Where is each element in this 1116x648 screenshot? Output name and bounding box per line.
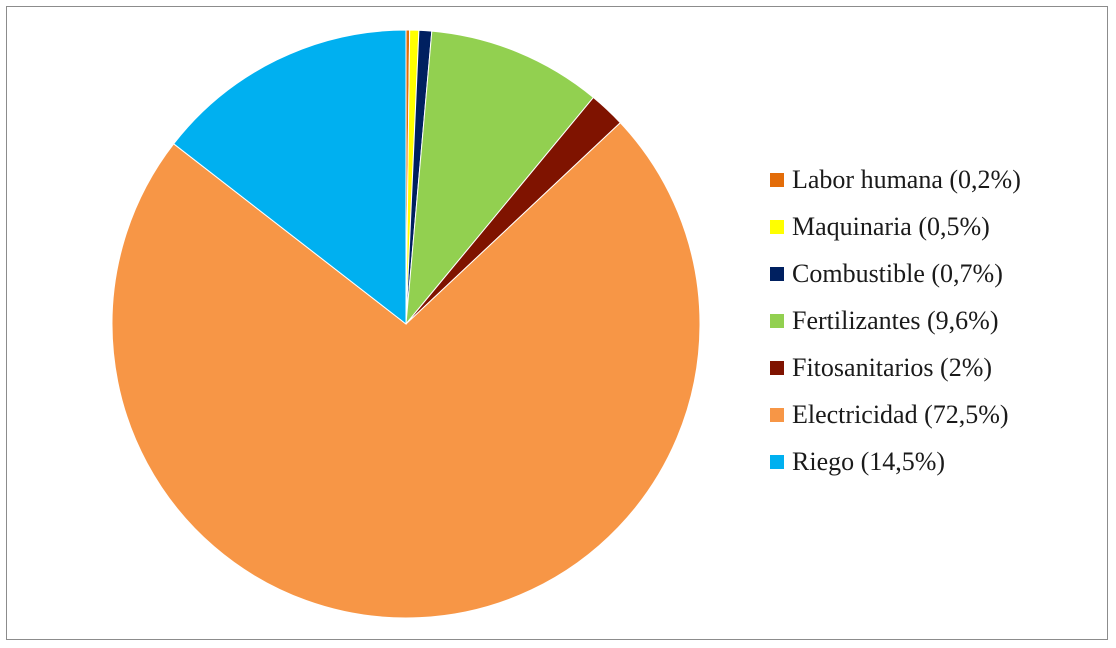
legend-swatch: [770, 313, 784, 328]
chart-legend: Labor humana (0,2%) Maquinaria (0,5%) Co…: [770, 156, 1021, 485]
legend-item-fertilizantes: Fertilizantes (9,6%): [770, 297, 1021, 344]
legend-swatch: [770, 454, 784, 469]
legend-label: Fertilizantes (9,6%): [792, 305, 999, 335]
legend-label: Maquinaria (0,5%): [792, 211, 990, 241]
legend-label: Electricidad (72,5%): [792, 399, 1009, 429]
legend-item-electricidad: Electricidad (72,5%): [770, 391, 1021, 438]
legend-item-labor-humana: Labor humana (0,2%): [770, 156, 1021, 203]
legend-label: Combustible (0,7%): [792, 258, 1003, 288]
legend-item-maquinaria: Maquinaria (0,5%): [770, 203, 1021, 250]
pie-slice-5: [111, 122, 701, 619]
legend-item-combustible: Combustible (0,7%): [770, 250, 1021, 297]
pie-slice-6: [172, 29, 407, 326]
legend-swatch: [770, 172, 784, 187]
legend-item-fitosanitarios: Fitosanitarios (2%): [770, 344, 1021, 391]
pie-slice-3: [405, 30, 595, 326]
legend-item-riego: Riego (14,5%): [770, 438, 1021, 485]
legend-swatch: [770, 360, 784, 375]
legend-label: Fitosanitarios (2%): [792, 352, 993, 382]
legend-swatch: [770, 407, 784, 422]
legend-swatch: [770, 219, 784, 234]
legend-label: Riego (14,5%): [792, 446, 946, 476]
legend-swatch: [770, 266, 784, 281]
legend-label: Labor humana (0,2%): [792, 164, 1021, 194]
